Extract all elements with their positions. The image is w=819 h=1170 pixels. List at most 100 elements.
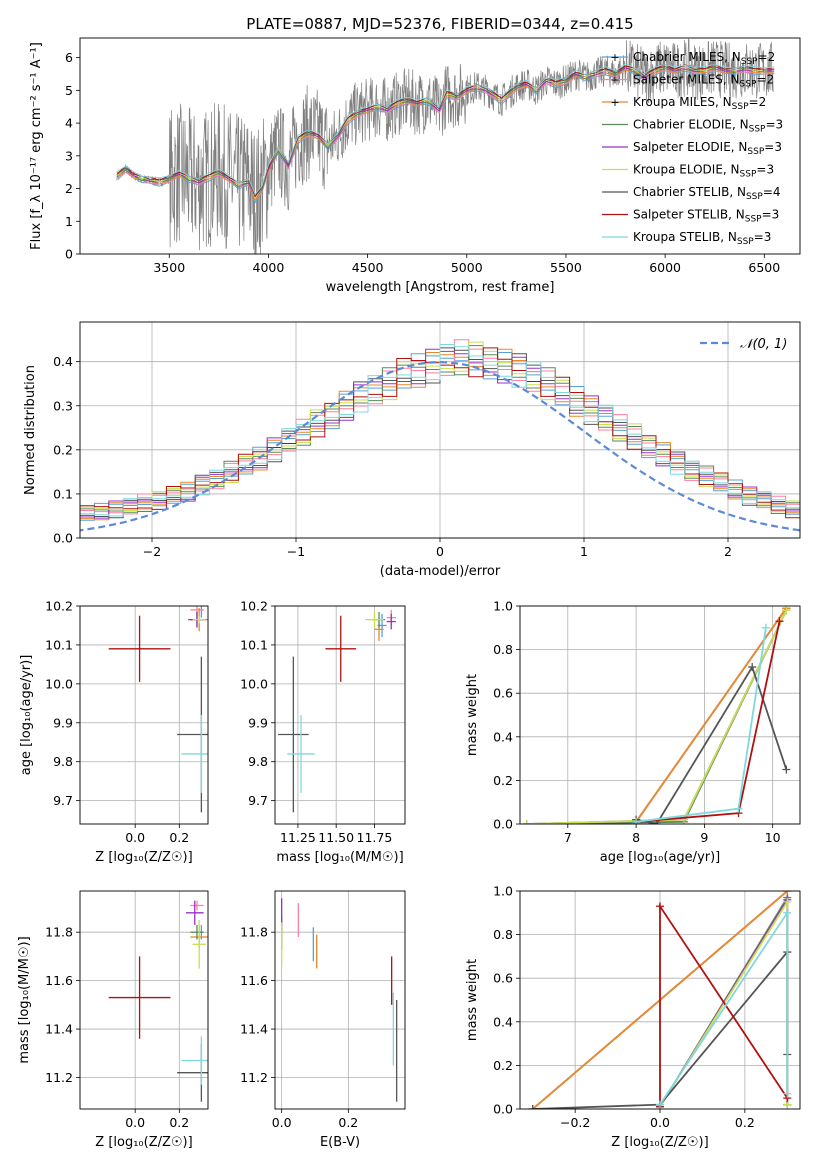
legend-marker: + — [610, 51, 619, 64]
y-tick-label: 0.1 — [53, 486, 73, 501]
x-tick-label: 9 — [700, 830, 708, 845]
y-tick-label: 0.6 — [493, 686, 513, 701]
plot-area — [528, 891, 792, 1109]
legend-model-name: Kroupa STELIB, N — [633, 230, 737, 244]
mass-weight-marker — [632, 817, 641, 824]
legend-subscript: SSP — [737, 237, 754, 247]
x-tick-label: 0.0 — [650, 1115, 670, 1130]
axes-frame — [79, 890, 209, 1110]
y-tick-label: 4 — [65, 116, 73, 131]
x-tick-label: 3500 — [153, 260, 185, 275]
y-axis-label: Flux [f_λ 10⁻¹⁷ erg cm⁻² s⁻¹ A⁻¹] — [29, 42, 44, 250]
legend-count: =2 — [758, 50, 776, 64]
y-tick-label: 0 — [65, 247, 73, 262]
y-tick-label: 0.4 — [493, 1014, 513, 1029]
y-tick-label: 9.9 — [53, 715, 73, 730]
y-axis-label: Normed distribution — [23, 365, 38, 495]
x-tick-label: 0.0 — [272, 1115, 292, 1130]
x-tick-label: 5000 — [451, 260, 483, 275]
y-tick-label: 0.6 — [493, 971, 513, 986]
y-tick-label: 0.0 — [493, 1102, 513, 1117]
y-tick-label: 11.2 — [45, 1070, 73, 1085]
x-tick-label: 6500 — [748, 260, 780, 275]
y-tick-label: 11.4 — [240, 1022, 268, 1037]
x-axis-label: wavelength [Angstrom, rest frame] — [326, 280, 555, 295]
legend-marker: + — [610, 74, 619, 87]
spectrum-panel: 3500 4000 4500 5000 5500 6000 6500 0 1 2 3 4 5 6 wavel… — [29, 37, 801, 295]
axes-frame — [519, 605, 801, 825]
y-tick-label: 0.4 — [53, 354, 73, 369]
y-tick-label: 1.0 — [493, 884, 513, 899]
y-tick-label: 0.2 — [493, 1058, 513, 1073]
x-axis-label: Z [log₁₀(Z/Z☉)] — [95, 850, 192, 865]
legend-count: =3 — [756, 163, 774, 177]
x-tick-label: 4500 — [352, 260, 384, 275]
y-tick-label: 0.8 — [493, 927, 513, 942]
residual-histogram-step — [80, 347, 800, 525]
y-tick-label: 9.8 — [53, 754, 73, 769]
legend-model-name: Kroupa MILES, N — [633, 95, 732, 109]
mass-weight-marker — [656, 902, 664, 911]
age-vs-z-panel: 0.0 0.2 9.7 9.8 9.9 10.0 10.1 10.2 Z [log₁₀(Z/Z☉… — [19, 599, 209, 865]
y-tick-label: 6 — [65, 50, 73, 65]
legend-model-name: Chabrier ELODIE, N — [633, 118, 749, 132]
mass-weight-marker — [748, 663, 757, 672]
figure-title: PLATE=0887, MJD=52376, FIBERID=0344, z=0… — [246, 15, 633, 33]
legend-subscript: SSP — [746, 192, 763, 202]
mass-vs-ebv-panel: 0.0 0.2 11.2 11.4 11.6 11.8 E(B-V) — [240, 890, 406, 1150]
y-tick-label: 0.3 — [53, 398, 73, 413]
x-tick-label: 0.2 — [169, 1115, 189, 1130]
legend-count: =2 — [749, 95, 767, 109]
mass-weight-marker — [528, 1105, 537, 1109]
plot-area — [522, 606, 791, 824]
observed-spectrum-line — [116, 38, 774, 254]
x-tick-label: 4000 — [253, 260, 285, 275]
legend-label: 𝒩(0, 1) — [740, 337, 787, 352]
mass-weight-marker — [775, 617, 784, 626]
y-tick-label: 11.8 — [45, 925, 73, 940]
legend-subscript: SSP — [741, 57, 758, 67]
x-tick-label: 0.0 — [125, 830, 145, 845]
legend-count: =2 — [756, 73, 774, 87]
residual-histogram-step — [80, 339, 800, 515]
legend-label: Kroupa STELIB, NSSP=3 — [633, 230, 771, 247]
spectrum-legend: + Chabrier MILES, NSSP=2+ Salpeter MILES, … — [602, 50, 783, 247]
y-tick-label: 0.8 — [493, 642, 513, 657]
mass-weight-line — [635, 607, 788, 823]
mass-weight-marker — [761, 623, 770, 632]
x-tick-label: −1 — [287, 544, 305, 559]
y-tick-label: 0.4 — [493, 729, 513, 744]
legend-label: Salpeter STELIB, NSSP=3 — [633, 208, 779, 225]
legend-label: Kroupa MILES, NSSP=2 — [633, 95, 766, 112]
normal-curve-line — [80, 360, 800, 532]
legend-subscript: SSP — [745, 215, 762, 225]
model-spectrum-line — [117, 67, 775, 200]
mass-weight-marker — [522, 820, 531, 824]
x-tick-label: 8 — [632, 830, 640, 845]
model-spectrum-line — [117, 64, 775, 198]
x-tick-label: 0.2 — [169, 830, 189, 845]
x-tick-label: −0.2 — [560, 1115, 590, 1130]
y-tick-label: 10.2 — [45, 599, 73, 614]
y-tick-label: 0.2 — [53, 442, 73, 457]
legend-model-name: Chabrier STELIB, N — [633, 185, 746, 199]
legend-count: =3 — [764, 140, 782, 154]
mass-weight-marker — [652, 820, 661, 824]
x-axis-label: (data-model)/error — [380, 564, 501, 579]
legend-count: =3 — [762, 208, 780, 222]
x-tick-label: 0.2 — [338, 1115, 358, 1130]
y-tick-label: 0.0 — [53, 531, 73, 546]
residual-histogram-step — [80, 347, 800, 519]
x-axis-label: Z [log₁₀(Z/Z☉)] — [95, 1135, 192, 1150]
mass-weight-line — [659, 909, 789, 1106]
y-tick-label: 10.2 — [240, 599, 268, 614]
legend-label: Chabrier STELIB, NSSP=4 — [633, 185, 781, 202]
y-tick-label: 9.7 — [53, 793, 73, 808]
y-axis-label: mass weight — [465, 959, 480, 1041]
y-axis-label: mass weight — [465, 674, 480, 756]
residual-histogram-step — [80, 344, 800, 517]
x-axis-label: Z [log₁₀(Z/Z☉)] — [611, 1135, 708, 1150]
legend-subscript: SSP — [732, 102, 749, 112]
legend-model-name: Kroupa ELODIE, N — [633, 163, 740, 177]
plot-area — [108, 900, 208, 1102]
